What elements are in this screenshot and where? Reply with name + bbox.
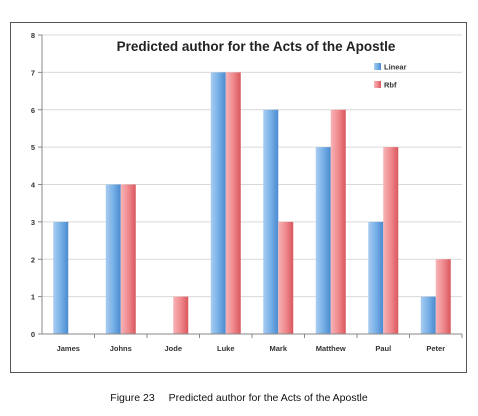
x-tick-label: Paul: [375, 344, 391, 353]
x-tick-label: James: [57, 344, 80, 353]
legend-swatch-rbf: [374, 81, 381, 88]
y-tick-label: 5: [31, 143, 35, 152]
legend-label-rbf: Rbf: [384, 81, 397, 90]
x-tick-label: Jode: [164, 344, 182, 353]
bar-rbf-paul: [383, 147, 399, 334]
bar-rbf-johns: [120, 184, 136, 334]
bar-linear-james: [53, 221, 69, 334]
y-tick-label: 8: [31, 31, 35, 40]
bar-linear-paul: [368, 221, 384, 334]
bar-chart: 0 1 2 3 4 5 6 7 8 James Johns Jode Luke Mark Matthew Pa…: [31, 31, 463, 353]
x-tick-label: Mark: [269, 344, 287, 353]
bar-rbf-matthew: [330, 109, 346, 334]
x-tick-label: Luke: [217, 344, 235, 353]
figure-caption-text: Predicted author for the Acts of the Apo…: [168, 392, 368, 404]
y-tick-label: 3: [31, 218, 35, 227]
figure-number: Figure 23: [110, 392, 155, 404]
gridlines: [42, 34, 462, 298]
bar-linear-peter: [420, 296, 436, 334]
y-tick-label: 6: [31, 106, 35, 115]
y-tick-label: 2: [31, 255, 35, 264]
x-tick-label: Peter: [426, 344, 445, 353]
bar-linear-mark: [263, 109, 279, 334]
bar-rbf-peter: [435, 259, 451, 334]
y-tick-label: 0: [31, 330, 35, 339]
bar-rbf-jode: [173, 296, 189, 334]
y-tick-label: 4: [31, 181, 36, 190]
legend-swatch-linear: [374, 63, 381, 70]
chart-title: Predicted author for the Acts of the Apo…: [117, 39, 396, 54]
bar-rbf-mark: [278, 221, 294, 334]
legend: Linear Rbf: [374, 63, 407, 90]
bar-linear-luke: [210, 72, 226, 334]
bars: [53, 72, 451, 334]
bar-linear-johns: [105, 184, 121, 334]
bar-rbf-luke: [225, 72, 241, 334]
axes: 0 1 2 3 4 5 6 7 8 James Johns Jode Luke Mark Matthew Pa…: [31, 31, 463, 353]
bar-linear-matthew: [315, 147, 331, 334]
x-tick-label: Matthew: [316, 344, 346, 353]
y-tick-label: 7: [31, 68, 35, 77]
figure-caption: Figure 23 Predicted author for the Acts o…: [0, 392, 478, 404]
x-tick-label: Johns: [110, 344, 132, 353]
chart-frame: 0 1 2 3 4 5 6 7 8 James Johns Jode Luke Mark Matthew Pa…: [10, 22, 467, 373]
y-tick-label: 1: [31, 293, 35, 302]
legend-label-linear: Linear: [384, 63, 407, 72]
